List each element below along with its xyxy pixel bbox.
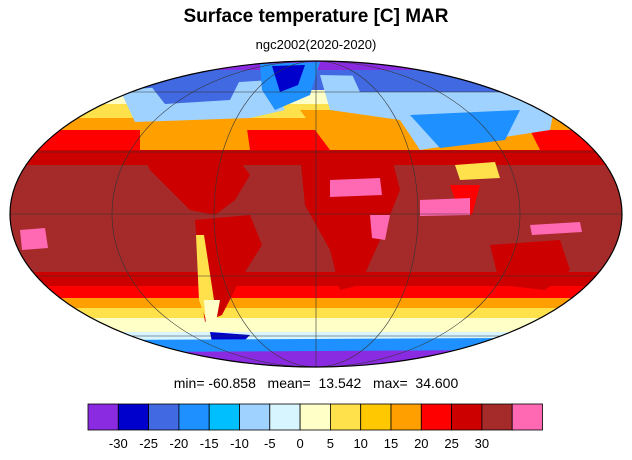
map-title: Surface temperature [C] MAR bbox=[183, 6, 449, 27]
colorbar-swatch bbox=[329, 403, 362, 431]
colorbar-tick-label: 15 bbox=[384, 436, 398, 451]
west-pacific-hot-spot bbox=[530, 222, 582, 235]
colorbar-tick-label: 20 bbox=[414, 436, 428, 451]
colorbar-tick-label: -30 bbox=[109, 436, 128, 451]
antarctic-ice-edge bbox=[110, 338, 520, 352]
indian-ocean-hot-spot bbox=[420, 198, 470, 216]
colorbar-tick-label: 10 bbox=[353, 436, 367, 451]
colorbar-tick-label: 0 bbox=[296, 436, 303, 451]
pacific-hot-spot bbox=[20, 228, 48, 250]
colorbar-swatch bbox=[360, 403, 392, 431]
colorbar-swatch bbox=[269, 403, 301, 431]
globe-outline bbox=[9, 60, 623, 368]
sahara-hot bbox=[330, 178, 382, 197]
colorbar-tick-label: -5 bbox=[264, 436, 276, 451]
colorbar-swatch bbox=[208, 403, 240, 431]
colorbar-swatch bbox=[87, 403, 119, 431]
colorbar-swatch bbox=[299, 403, 331, 431]
colorbar-swatch bbox=[511, 403, 543, 431]
colorbar-swatch bbox=[148, 403, 180, 431]
colorbar-tick-label: -25 bbox=[139, 436, 158, 451]
north-america-mid bbox=[140, 115, 250, 150]
tibet-cold bbox=[455, 162, 500, 180]
colorbar-swatch bbox=[390, 403, 422, 431]
colorbar-tick-label: -15 bbox=[200, 436, 219, 451]
colorbar-tick-label: 5 bbox=[327, 436, 334, 451]
colorbar-tick-label: -20 bbox=[170, 436, 189, 451]
patagonia bbox=[204, 300, 220, 326]
colorbar-tick-label: 25 bbox=[444, 436, 458, 451]
siberia-core bbox=[410, 110, 520, 148]
colorbar-swatch bbox=[420, 403, 452, 431]
greenland-core bbox=[272, 65, 305, 92]
meridian-ellipse bbox=[213, 61, 419, 367]
colorbar-tick-label: -10 bbox=[230, 436, 249, 451]
colorbar-swatch bbox=[239, 403, 271, 431]
australia bbox=[490, 240, 570, 290]
map-subtitle: ngc2002(2020-2020) bbox=[255, 37, 377, 52]
colorbar-swatch bbox=[117, 403, 150, 431]
africa-east-hot bbox=[370, 215, 390, 240]
colorbar-swatch bbox=[481, 403, 513, 431]
colorbar-swatch bbox=[178, 403, 210, 431]
stats-readout: min= -60.858 mean= 13.542 max= 34.600 bbox=[173, 375, 459, 391]
colorbar-swatch bbox=[451, 403, 483, 431]
north-america-warm bbox=[140, 148, 250, 215]
meridian-ellipse bbox=[111, 61, 521, 367]
colorbar-tick-label: 30 bbox=[475, 436, 489, 451]
